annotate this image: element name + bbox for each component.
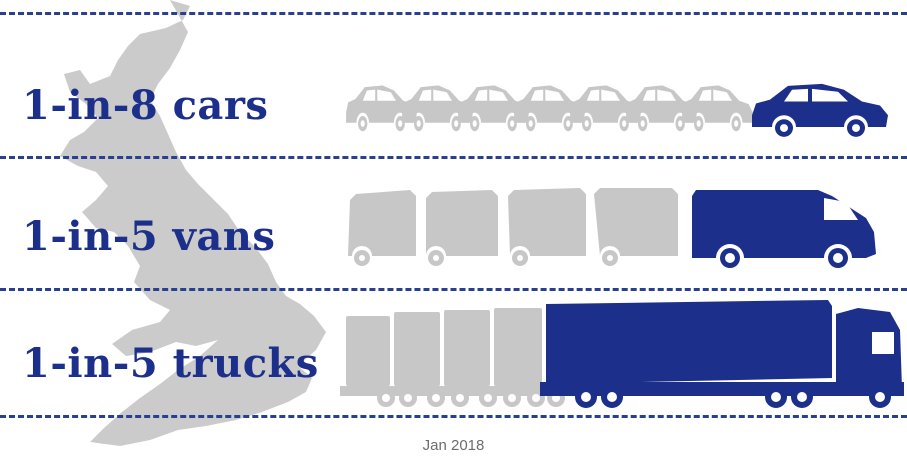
car-icon xyxy=(752,83,888,137)
divider-line xyxy=(0,12,907,15)
van-icon xyxy=(692,190,876,268)
row-label-cars: 1-in-8 cars xyxy=(22,82,269,129)
divider-line xyxy=(0,156,907,159)
truck-icon xyxy=(540,300,904,408)
divider-line xyxy=(0,415,907,418)
divider-line xyxy=(0,288,907,291)
footer-date: Jan 2018 xyxy=(422,437,485,454)
row-label-vans: 1-in-5 vans xyxy=(22,213,276,260)
row-label-trucks: 1-in-5 trucks xyxy=(22,340,319,387)
